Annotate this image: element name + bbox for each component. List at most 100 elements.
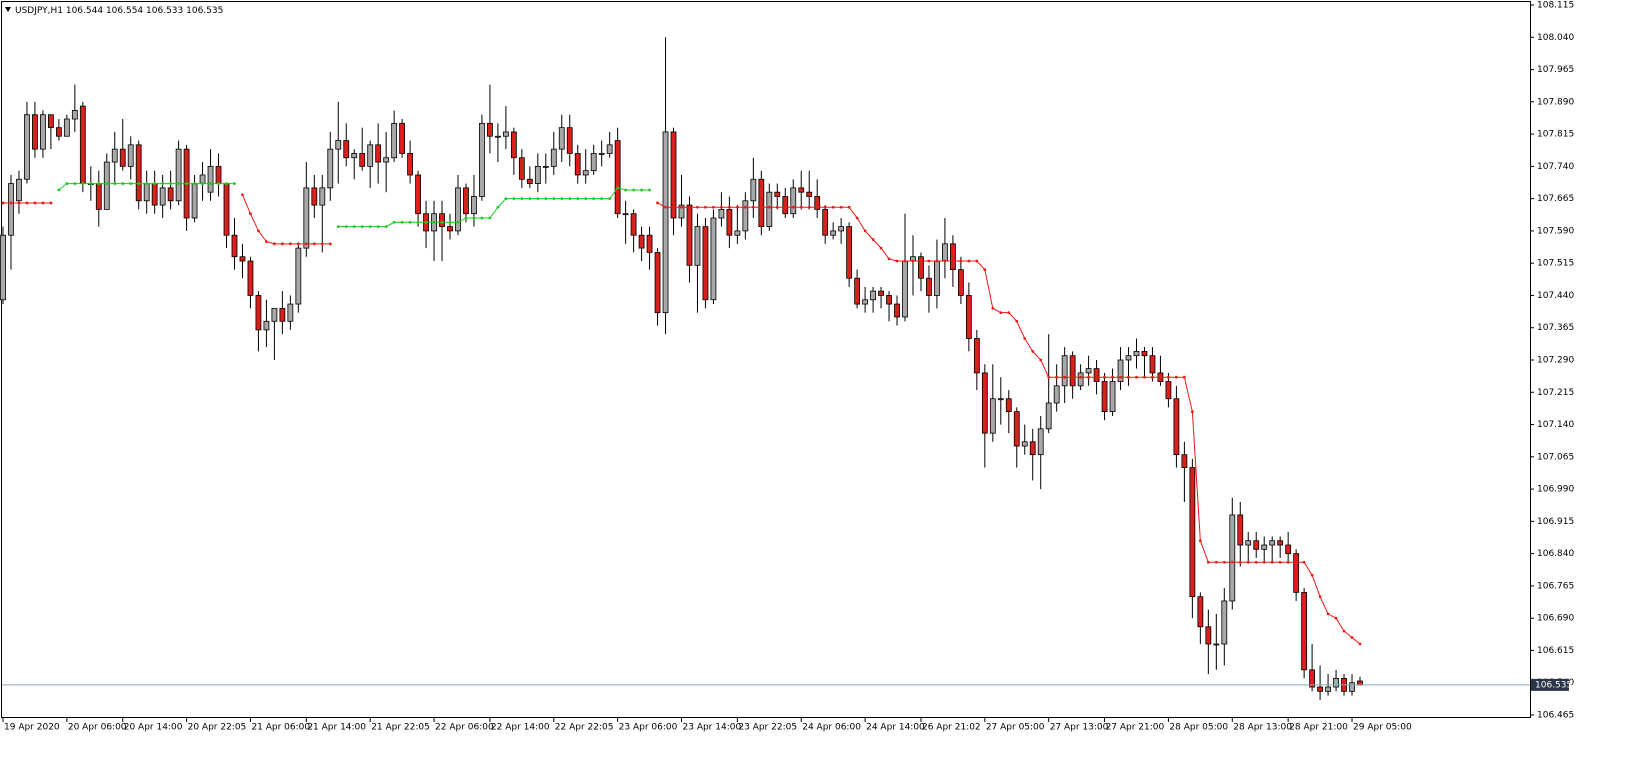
indicator-dot (129, 182, 133, 185)
indicator-dot (887, 257, 891, 261)
header-low: 106.533 (146, 6, 183, 16)
indicator-dot (911, 259, 915, 263)
x-tick-label: 28 Apr 05:00 (1169, 723, 1228, 733)
indicator-dot (1326, 612, 1330, 616)
candle-body-up (303, 187, 310, 249)
candle-body-up (942, 243, 948, 262)
indicator-dot (408, 220, 412, 224)
candle-body-down (574, 153, 581, 176)
x-tick-label: 27 Apr 05:00 (986, 723, 1045, 733)
candle-body-down (806, 191, 813, 197)
indicator-dot (831, 205, 835, 209)
candle-body-down (55, 127, 62, 137)
candle-body-up (8, 183, 14, 236)
candle-body-up (582, 170, 589, 176)
x-tick-label: 22 Apr 22:05 (555, 723, 614, 733)
candle-body-down (726, 208, 733, 236)
candle-body-up (1213, 643, 1220, 646)
indicator-dot (360, 225, 364, 229)
indicator-dot (1254, 560, 1258, 564)
indicator-dot (1119, 375, 1122, 379)
indicator-dot (97, 182, 101, 185)
candle-body-down (1205, 626, 1212, 645)
indicator-dot (448, 220, 452, 224)
candle-body-down (239, 256, 246, 262)
candle-body-down (1277, 540, 1284, 546)
indicator-dot (65, 182, 69, 185)
indicator-dot (280, 242, 284, 246)
indicator-dot (1087, 375, 1090, 379)
indicator-dot (727, 205, 731, 209)
symbol-menu-arrow[interactable] (5, 7, 11, 12)
indicator-dot (121, 182, 125, 185)
indicator-dot (1198, 539, 1202, 543)
indicator-dot (424, 220, 428, 224)
candle-body-up (191, 183, 198, 219)
indicator-dot (975, 259, 979, 263)
indicator-dot (704, 205, 707, 209)
candle-body-up (678, 204, 685, 219)
indicator-dot (624, 188, 628, 192)
indicator-dot (296, 242, 300, 246)
indicator-dot (568, 197, 572, 201)
indicator-dot (919, 259, 923, 263)
y-tick-label: 107.290 (1537, 356, 1574, 366)
indicator-dot (265, 240, 268, 244)
indicator-dot (1135, 375, 1138, 379)
indicator-dot (1278, 560, 1282, 564)
candle-body-down (886, 295, 892, 305)
indicator-dot (1230, 560, 1234, 564)
candle-body-up (1085, 368, 1092, 374)
y-tick-label: 108.115 (1537, 1, 1574, 11)
indicator-dot (488, 216, 492, 220)
indicator-dot (41, 201, 45, 205)
y-tick-label: 107.740 (1537, 162, 1574, 172)
indicator-dot (153, 182, 157, 185)
x-tick-label: 23 Apr 06:00 (619, 723, 678, 733)
indicator-dot (743, 205, 747, 209)
candle-body-up (1349, 682, 1355, 692)
candle-body-up (1333, 678, 1339, 688)
indicator-dot (257, 229, 260, 233)
candle-body-up (295, 247, 302, 305)
indicator-dot (89, 182, 93, 185)
candle-body-up (718, 208, 725, 219)
indicator-dot (225, 182, 228, 185)
indicator-dot (217, 182, 220, 185)
indicator-dot (815, 205, 819, 209)
indicator-dot (1294, 560, 1298, 564)
indicator-dot (696, 205, 699, 209)
indicator-dot (1167, 375, 1170, 379)
indicator-dot (57, 188, 61, 192)
indicator-dot (352, 225, 356, 229)
indicator-dot (983, 268, 987, 272)
y-tick-label: 106.690 (1537, 614, 1574, 624)
candle-body-up (327, 148, 334, 189)
candle-body-up (598, 153, 605, 155)
indicator-dot (81, 182, 85, 185)
candle-body-up (391, 122, 398, 159)
indicator-dot (791, 205, 795, 209)
indicator-dot (209, 182, 212, 185)
candle-body-up (1037, 428, 1044, 456)
indicator-dot (288, 242, 292, 246)
candle-body-down (279, 307, 286, 322)
candle-body-down (343, 140, 350, 159)
indicator-dot (1350, 636, 1354, 639)
candle-body-up (902, 260, 908, 318)
candle-body-up (1117, 359, 1124, 382)
x-tick-label: 22 Apr 14:00 (491, 723, 550, 733)
indicator-dot (847, 205, 851, 209)
indicator-dot (783, 205, 787, 209)
candle-body-down (463, 187, 469, 215)
indicator-dot (9, 201, 13, 205)
indicator-dot (656, 201, 659, 205)
indicator-dot (1063, 375, 1067, 379)
y-tick-label: 106.915 (1537, 517, 1574, 527)
candle-body-up (550, 148, 557, 167)
candle-body-down (646, 234, 653, 253)
x-tick-label: 27 Apr 13:00 (1050, 723, 1109, 733)
x-tick-label: 28 Apr 13:00 (1233, 723, 1292, 733)
candle-body-up (1325, 686, 1331, 692)
indicator-dot (935, 259, 939, 263)
